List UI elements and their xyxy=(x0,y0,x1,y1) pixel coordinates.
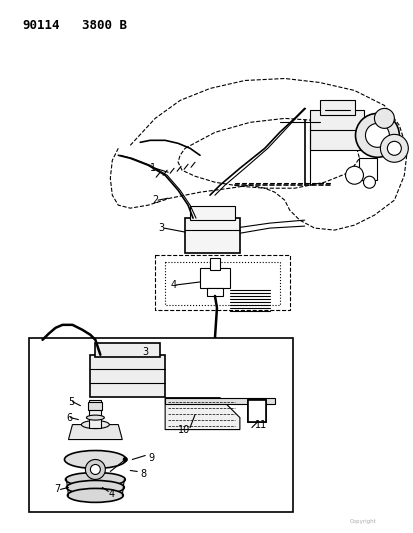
Text: 7: 7 xyxy=(55,484,61,495)
Bar xyxy=(319,100,354,116)
Ellipse shape xyxy=(86,415,104,420)
Circle shape xyxy=(373,108,394,128)
Text: 2: 2 xyxy=(152,195,158,205)
Bar xyxy=(209,258,219,270)
Ellipse shape xyxy=(66,480,124,495)
Bar xyxy=(190,206,234,220)
Bar xyxy=(165,398,274,403)
Bar xyxy=(247,400,265,422)
Bar xyxy=(95,343,160,357)
Ellipse shape xyxy=(81,421,109,429)
Bar xyxy=(28,338,292,512)
Text: 4: 4 xyxy=(170,280,176,290)
Text: 9: 9 xyxy=(148,453,154,463)
Bar xyxy=(199,268,229,288)
Text: 3: 3 xyxy=(142,347,148,357)
Text: 1: 1 xyxy=(150,163,156,173)
Text: 90114: 90114 xyxy=(23,19,60,31)
Circle shape xyxy=(363,176,375,188)
Circle shape xyxy=(85,459,105,480)
Circle shape xyxy=(90,464,100,474)
Text: Copyright: Copyright xyxy=(349,519,375,524)
Text: 11: 11 xyxy=(254,419,266,430)
Bar xyxy=(89,400,101,427)
Circle shape xyxy=(355,114,399,157)
Text: 6: 6 xyxy=(66,413,72,423)
Circle shape xyxy=(380,134,407,162)
Bar xyxy=(309,110,363,150)
Circle shape xyxy=(123,457,127,462)
Text: 10: 10 xyxy=(178,425,190,434)
Polygon shape xyxy=(68,425,122,440)
Polygon shape xyxy=(165,398,239,430)
Bar xyxy=(90,355,165,397)
Circle shape xyxy=(387,141,400,155)
Bar xyxy=(247,400,265,422)
Text: 5: 5 xyxy=(68,397,74,407)
Ellipse shape xyxy=(64,450,126,469)
Circle shape xyxy=(345,166,363,184)
Ellipse shape xyxy=(65,472,125,487)
Text: 3800 B: 3800 B xyxy=(82,19,127,31)
Bar xyxy=(88,402,102,410)
Text: 8: 8 xyxy=(140,470,146,480)
Ellipse shape xyxy=(67,488,123,503)
Circle shape xyxy=(365,123,389,147)
Bar xyxy=(206,288,223,296)
Bar xyxy=(185,218,239,253)
Bar xyxy=(358,158,377,180)
Text: 3: 3 xyxy=(158,223,164,233)
Text: 4: 4 xyxy=(108,489,114,499)
